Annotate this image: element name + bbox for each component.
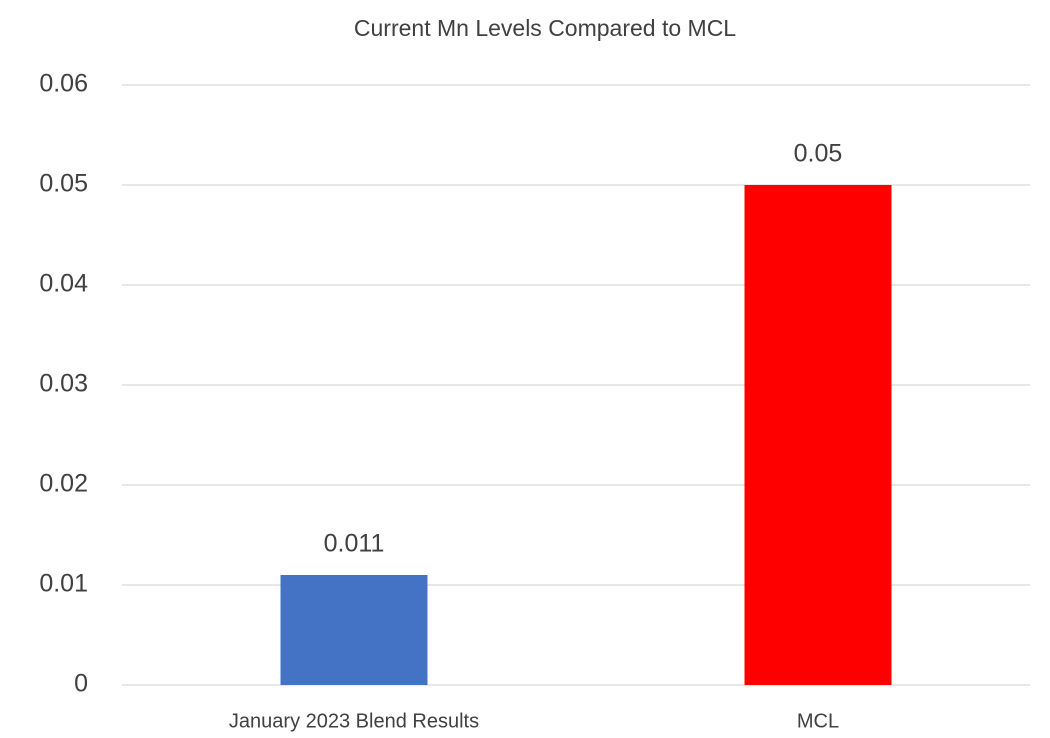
x-tick-label: MCL xyxy=(797,710,839,732)
data-label: 0.011 xyxy=(324,530,385,558)
y-tick-label: 0.05 xyxy=(39,170,88,198)
y-tick-label: 0 xyxy=(74,670,88,698)
y-tick-label: 0.02 xyxy=(39,470,88,498)
bar xyxy=(744,185,892,685)
x-tick-label: January 2023 Blend Results xyxy=(229,710,479,732)
y-tick-label: 0.01 xyxy=(39,570,88,598)
y-tick-label: 0.03 xyxy=(39,370,88,398)
data-label: 0.05 xyxy=(794,140,843,168)
y-tick-label: 0.04 xyxy=(39,270,88,298)
y-tick-label: 0.06 xyxy=(39,70,88,98)
bar xyxy=(280,575,428,685)
chart-title: Current Mn Levels Compared to MCL xyxy=(354,15,736,41)
